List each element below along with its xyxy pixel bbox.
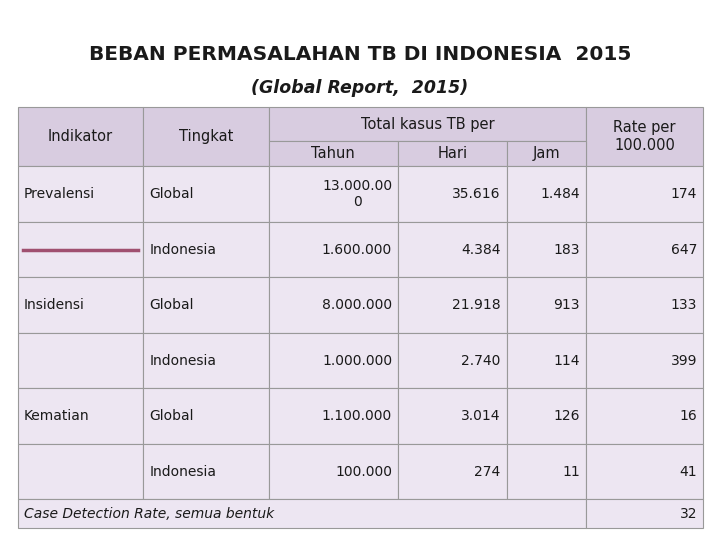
Bar (507, 444, 586, 500)
Text: 21.918: 21.918 (452, 298, 500, 312)
Bar (18, 500, 586, 528)
Bar (269, 388, 398, 444)
Bar (398, 444, 507, 500)
Text: 1.000.000: 1.000.000 (322, 354, 392, 368)
Text: Indonesia: Indonesia (149, 242, 216, 256)
Bar (507, 333, 586, 388)
Bar (507, 278, 586, 333)
Text: 1.484: 1.484 (541, 187, 580, 201)
Bar (398, 278, 507, 333)
Bar (586, 333, 703, 388)
Bar (18, 278, 143, 333)
Bar (18, 333, 143, 388)
Text: 13.000.00
0: 13.000.00 0 (322, 179, 392, 209)
Text: 1.600.000: 1.600.000 (322, 242, 392, 256)
Bar (18, 444, 143, 500)
Bar (269, 278, 398, 333)
Text: 114: 114 (554, 354, 580, 368)
Text: Global: Global (149, 187, 194, 201)
Bar (586, 444, 703, 500)
Bar (586, 278, 703, 333)
Bar (269, 166, 398, 222)
Text: (Global Report,  2015): (Global Report, 2015) (251, 79, 469, 97)
Bar (269, 141, 398, 166)
Text: 183: 183 (554, 242, 580, 256)
Bar (143, 444, 269, 500)
Text: Indikator: Indikator (48, 129, 113, 144)
Text: 399: 399 (670, 354, 697, 368)
Bar (143, 278, 269, 333)
Bar (18, 388, 143, 444)
Bar (586, 107, 703, 166)
Text: 913: 913 (554, 298, 580, 312)
Bar (507, 388, 586, 444)
Text: 174: 174 (670, 187, 697, 201)
Text: 647: 647 (670, 242, 697, 256)
Text: Case Detection Rate, semua bentuk: Case Detection Rate, semua bentuk (24, 507, 274, 521)
Bar (18, 222, 143, 278)
Bar (398, 388, 507, 444)
Bar (143, 388, 269, 444)
Text: Indonesia: Indonesia (149, 464, 216, 478)
Text: Tingkat: Tingkat (179, 129, 233, 144)
Text: 8.000.000: 8.000.000 (322, 298, 392, 312)
Text: 126: 126 (554, 409, 580, 423)
Text: 11: 11 (562, 464, 580, 478)
Bar (586, 388, 703, 444)
Text: BEBAN PERMASALAHAN TB DI INDONESIA  2015: BEBAN PERMASALAHAN TB DI INDONESIA 2015 (89, 45, 631, 64)
Text: 3.014: 3.014 (462, 409, 500, 423)
Bar (269, 107, 586, 141)
Text: 2.740: 2.740 (462, 354, 500, 368)
Text: 133: 133 (670, 298, 697, 312)
Text: Prevalensi: Prevalensi (24, 187, 95, 201)
Bar (269, 444, 398, 500)
Bar (507, 166, 586, 222)
Text: Tahun: Tahun (312, 146, 355, 161)
Bar (18, 107, 143, 166)
Text: Rate per
100.000: Rate per 100.000 (613, 120, 676, 153)
Text: Indonesia: Indonesia (149, 354, 216, 368)
Text: 41: 41 (680, 464, 697, 478)
Text: Global: Global (149, 409, 194, 423)
Text: 274: 274 (474, 464, 500, 478)
Bar (143, 333, 269, 388)
Text: Hari: Hari (437, 146, 467, 161)
Text: Total kasus TB per: Total kasus TB per (361, 117, 494, 132)
Bar (398, 141, 507, 166)
Bar (269, 333, 398, 388)
Bar (586, 500, 703, 528)
Bar (143, 222, 269, 278)
Text: Jam: Jam (533, 146, 560, 161)
Text: Global: Global (149, 298, 194, 312)
Bar (586, 222, 703, 278)
Bar (18, 166, 143, 222)
Text: 1.100.000: 1.100.000 (322, 409, 392, 423)
Bar (586, 166, 703, 222)
Bar (269, 222, 398, 278)
Text: Kematian: Kematian (24, 409, 89, 423)
Bar (398, 222, 507, 278)
Bar (398, 333, 507, 388)
Text: 16: 16 (679, 409, 697, 423)
Text: 32: 32 (680, 507, 697, 521)
Text: 35.616: 35.616 (452, 187, 500, 201)
Bar (398, 166, 507, 222)
Text: 4.384: 4.384 (462, 242, 500, 256)
Text: Insidensi: Insidensi (24, 298, 85, 312)
Text: 100.000: 100.000 (335, 464, 392, 478)
Bar (507, 141, 586, 166)
Bar (507, 222, 586, 278)
Bar (143, 107, 269, 166)
Bar (143, 166, 269, 222)
